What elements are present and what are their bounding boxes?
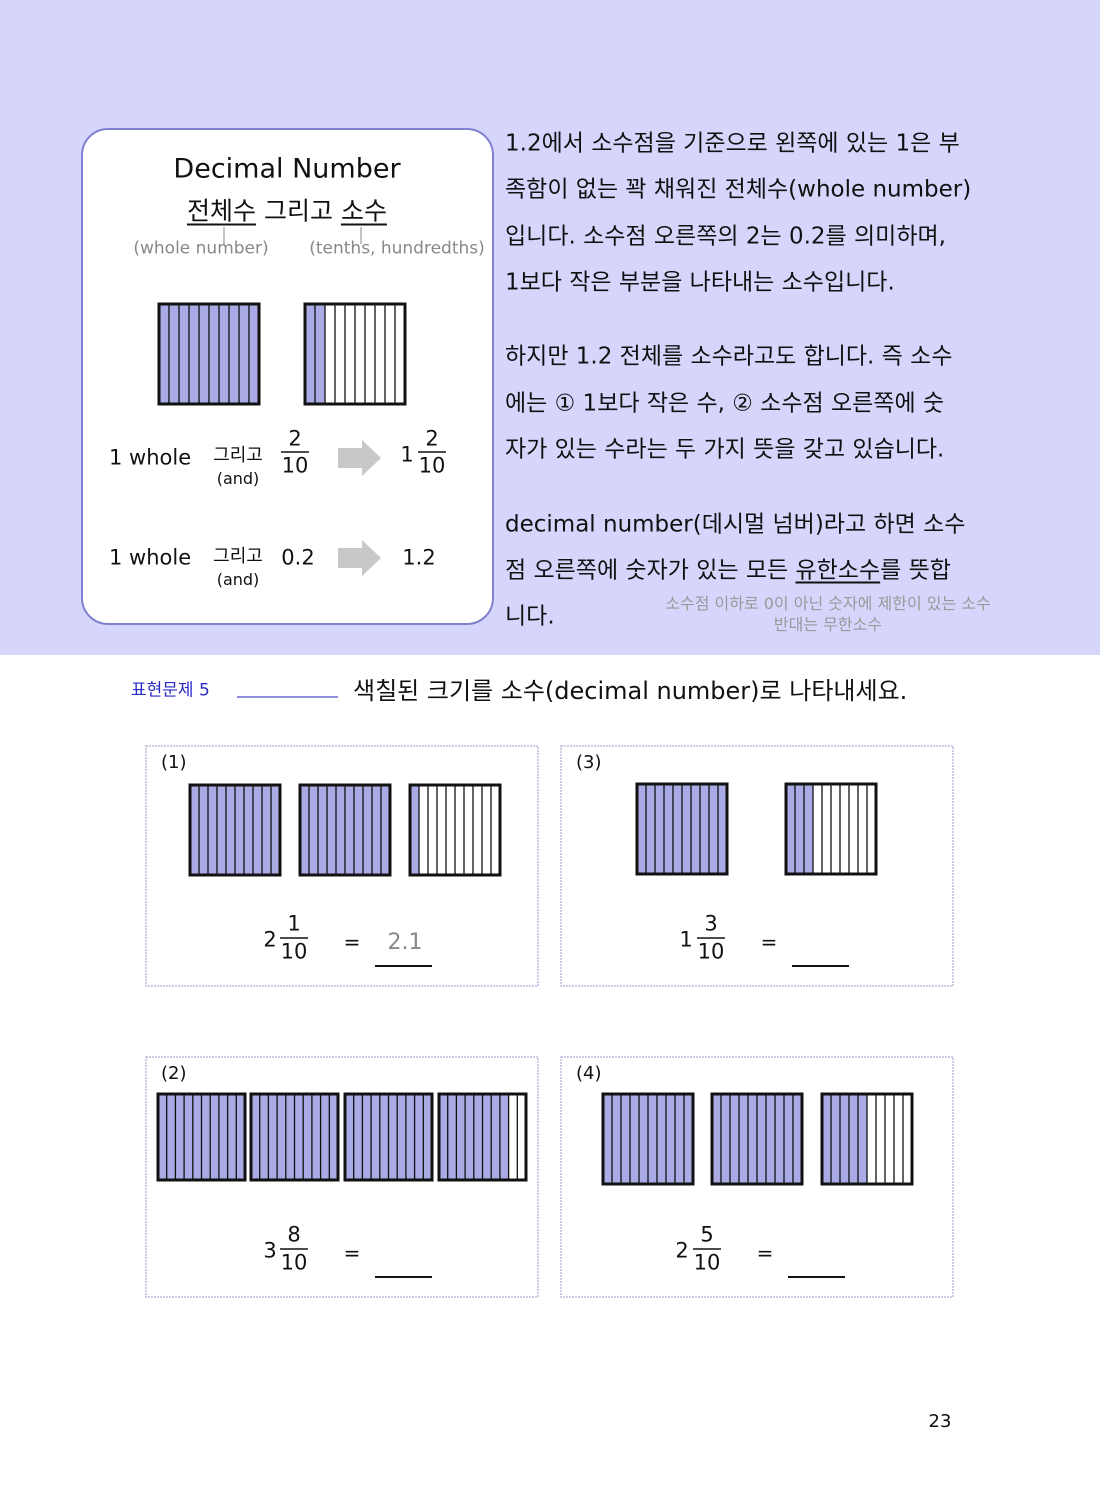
note: (whole number) [133, 238, 269, 259]
block-border [157, 302, 261, 406]
problem-label: (3) [576, 752, 602, 773]
text-line: decimal number(데시멀 넘버)라고 하면 소수 [505, 511, 966, 538]
shaded-part [410, 785, 419, 875]
equals: = [343, 1241, 361, 1265]
block-border [156, 1092, 247, 1182]
text-line: 입니다. 소수점 오른쪽의 2는 0.2를 의미하며, [505, 223, 946, 250]
text-line: 하지만 1.2 전체를 소수라고도 합니다. 즉 소수 [505, 343, 953, 370]
mixed-whole: 3 [263, 1238, 277, 1263]
block-border [601, 1092, 695, 1186]
decimal: 0.2 [281, 545, 315, 570]
mixed-whole: 2 [675, 1238, 689, 1263]
intro-box [81, 128, 494, 625]
and-en: (and) [216, 469, 260, 488]
subtitle-word: 소수 [340, 196, 387, 226]
block-border [820, 1092, 914, 1186]
answer: 2.1 [387, 930, 423, 955]
denominator: 10 [697, 939, 725, 964]
text: 점 오른쪽에 숫자가 있는 모든 [505, 557, 796, 584]
equals: = [756, 1241, 774, 1265]
intro-title: Decimal Number [173, 153, 401, 185]
page-number: 23 [928, 1411, 952, 1432]
equals: = [343, 930, 361, 954]
arrow [338, 540, 381, 576]
block-border [298, 783, 392, 877]
exercise-label: 표현문제 5 [131, 680, 210, 701]
block-border [343, 1092, 434, 1182]
mixed-whole: 1 [400, 442, 414, 467]
note: (tenths, hundredths) [309, 238, 485, 259]
denominator: 10 [418, 453, 446, 478]
result: 1.2 [402, 545, 436, 570]
block-border [188, 783, 282, 877]
equals: = [760, 930, 778, 954]
numerator: 3 [704, 911, 718, 936]
block-border [408, 783, 502, 877]
shaded-part [822, 1094, 867, 1184]
text-line: 에는 ① 1보다 작은 수, ② 소수점 오른쪽에 숫 [505, 390, 945, 417]
mixed-whole: 1 [679, 927, 693, 952]
whole-label: 1 whole [109, 445, 192, 470]
block-border [303, 302, 407, 406]
block-border [710, 1092, 804, 1186]
denominator: 10 [693, 1250, 721, 1275]
and-label: 그리고 [213, 546, 263, 567]
note: 반대는 무한소수 [773, 615, 883, 634]
problem-panel [560, 745, 954, 987]
mixed-whole: 2 [263, 927, 277, 952]
denominator: 10 [280, 1250, 308, 1275]
numerator: 5 [700, 1222, 714, 1247]
block-border [784, 782, 878, 876]
text-line: 점 오른쪽에 숫자가 있는 모든 유한소수를 뜻합 [505, 557, 951, 584]
text-line: 자가 있는 수라는 두 가지 뜻을 갖고 있습니다. [505, 436, 945, 463]
text-line: 1.2에서 소수점을 기준으로 왼쪽에 있는 1은 부 [505, 130, 960, 157]
denominator: 10 [280, 939, 308, 964]
block-border [635, 782, 729, 876]
text: 를 뜻합 [880, 557, 951, 584]
block-border [249, 1092, 340, 1182]
instruction: 색칠된 크기를 소수(decimal number)로 나타내세요. [353, 677, 908, 705]
note: 소수점 이하로 0이 아닌 숫자에 제한이 있는 소수 [665, 594, 991, 613]
and-en: (and) [216, 570, 260, 589]
intro-subtitle: 전체수 그리고 소수 [187, 199, 387, 224]
text-line: 니다. [505, 603, 555, 630]
shaded-part [786, 784, 813, 874]
problem-label: (4) [576, 1063, 602, 1084]
arrow [338, 440, 381, 476]
numerator: 2 [425, 426, 439, 451]
text-line: 1보다 작은 부분을 나타내는 소수입니다. [505, 269, 895, 296]
subtitle-word: 그리고 [263, 196, 333, 226]
and-label: 그리고 [213, 445, 263, 466]
denominator: 10 [281, 453, 309, 478]
problem-label: (1) [161, 752, 187, 773]
block-border [437, 1092, 528, 1182]
text-line: 족함이 없는 꽉 채워진 전체수(whole number) [505, 176, 972, 203]
underlined-term: 유한소수 [795, 557, 881, 584]
subtitle-word: 전체수 [187, 196, 257, 226]
numerator: 2 [288, 426, 302, 451]
problem-label: (2) [161, 1063, 187, 1084]
whole-label: 1 whole [109, 545, 192, 570]
numerator: 8 [287, 1222, 301, 1247]
numerator: 1 [287, 911, 301, 936]
